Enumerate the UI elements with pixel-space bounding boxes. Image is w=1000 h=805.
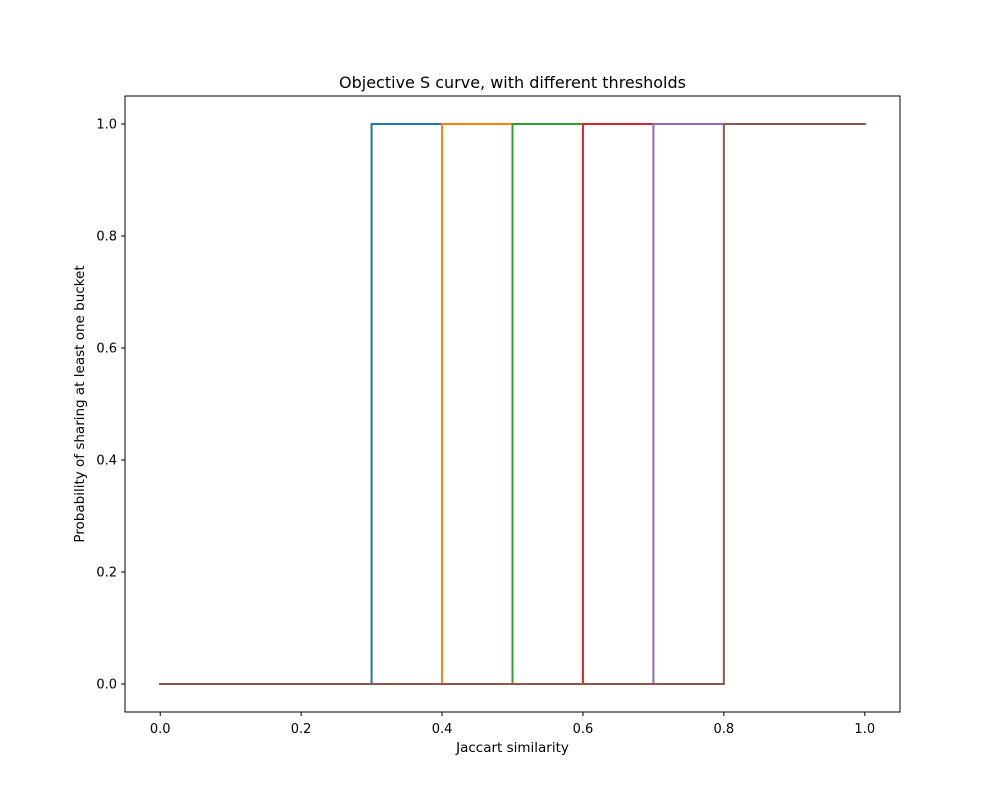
x-tick-label: 1.0	[854, 722, 875, 737]
y-axis-label: Probability of sharing at least one buck…	[72, 265, 88, 542]
y-tick-label: 0.2	[96, 566, 117, 581]
plot-area: 0.0 0.2 0.4 0.6 0.8 1.0 0.0 0.2 0.4 0.6 0.8 1.0	[96, 95, 901, 737]
x-tick-label: 0.2	[291, 722, 312, 737]
y-tick-label: 0.6	[96, 342, 117, 357]
y-tick-label: 1.0	[96, 118, 117, 133]
y-tick-label: 0.8	[96, 230, 117, 245]
chart-title: Objective S curve, with different thresh…	[339, 73, 686, 92]
axes-frame	[124, 95, 901, 713]
x-tick-label: 0.0	[150, 722, 171, 737]
x-axis-label: Jaccart similarity	[455, 740, 569, 756]
x-tick-label: 0.4	[432, 722, 453, 737]
x-tick-label: 0.8	[714, 722, 735, 737]
y-tick-label: 0.4	[96, 454, 117, 469]
x-tick-label: 0.6	[573, 722, 594, 737]
series-line-6	[159, 123, 866, 685]
y-tick-label: 0.0	[96, 678, 117, 693]
